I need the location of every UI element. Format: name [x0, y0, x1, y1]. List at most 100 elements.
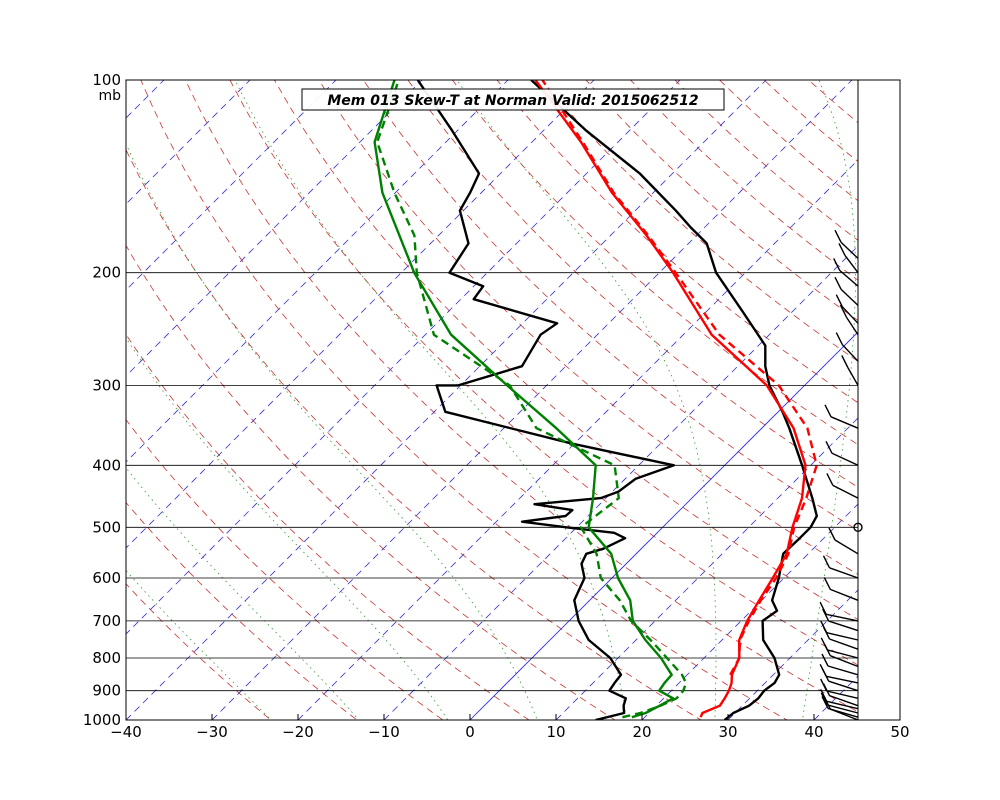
wind-barb-shaft — [840, 288, 859, 306]
background-lines — [0, 80, 1000, 720]
wind-barb-shaft — [839, 269, 859, 287]
y-axis-unit-label: mb — [98, 88, 121, 104]
wind-barb-shaft — [826, 700, 859, 710]
moist-adiabat — [126, 467, 360, 720]
wind-barb-shaft — [826, 613, 859, 622]
y-tick-label: 1000 — [83, 711, 121, 729]
wind-barb-flag — [822, 555, 831, 569]
x-tick-label: 30 — [718, 723, 737, 741]
wind-barb-shaft — [831, 452, 859, 466]
wind-barb-flag — [821, 653, 829, 667]
wind-barb-shaft — [840, 241, 859, 259]
wind-barb-flag — [820, 678, 828, 692]
wind-barb-flag — [822, 608, 830, 622]
wind-barb-shaft — [828, 680, 859, 692]
x-tick-label: 10 — [546, 723, 565, 741]
x-axis: −40 −30 −20 −10 0 10 20 30 40 50 — [110, 714, 910, 741]
wind-barb-flag — [820, 692, 828, 706]
y-tick-label: 700 — [92, 612, 121, 630]
wind-barb-flag — [834, 229, 842, 243]
wind-barb-shaft — [830, 588, 859, 601]
wind-barb-flag — [826, 473, 834, 486]
wind-barb-flag — [819, 601, 827, 615]
wind-barb-flag — [835, 294, 843, 308]
isotherm — [126, 80, 767, 720]
x-tick-label: −30 — [196, 723, 228, 741]
isotherm — [727, 589, 858, 720]
y-tick-label: 300 — [92, 376, 121, 394]
x-tick-label: 0 — [465, 723, 475, 741]
wind-barb-shaft — [826, 690, 859, 699]
wind-barb-shaft — [828, 620, 859, 632]
wind-barb-shaft — [827, 704, 859, 714]
wind-barb-shaft — [844, 254, 859, 274]
wind-barb-shaft — [830, 655, 859, 668]
dry-adiabat — [452, 80, 858, 446]
x-tick-label: 50 — [890, 723, 909, 741]
y-tick-label: 400 — [92, 456, 121, 474]
wind-barb-flag — [824, 404, 832, 418]
pressure-gridlines — [126, 272, 858, 692]
wind-barb-flag — [819, 663, 827, 677]
dry-adiabat — [541, 80, 858, 362]
y-tick-label: 900 — [92, 682, 121, 700]
profile-series-4 — [373, 80, 675, 719]
wind-barb-flag — [841, 355, 849, 368]
y-tick-label: 800 — [92, 649, 121, 667]
wind-barb-shaft — [826, 675, 859, 684]
dry-adiabat — [126, 501, 358, 720]
y-axis: 100 200 300 400 500 600 700 800 900 1000 — [83, 71, 121, 729]
wind-barbs — [819, 229, 863, 721]
x-tick-label: −40 — [110, 723, 142, 741]
wind-barb-flag — [825, 440, 833, 454]
wind-barb-shaft — [827, 707, 859, 718]
isotherm — [986, 80, 1000, 720]
isotherm — [383, 245, 858, 720]
dry-adiabat — [496, 80, 858, 404]
y-tick-label: 200 — [92, 264, 121, 282]
wind-barb-shaft — [827, 649, 859, 659]
wind-barb-shaft — [829, 694, 859, 707]
dry-adiabat — [274, 80, 858, 620]
wind-barb-shaft — [847, 367, 859, 386]
isotherm — [555, 417, 858, 720]
wind-barb-flag — [820, 620, 828, 634]
dry-adiabat — [229, 80, 858, 666]
isotherm — [0, 80, 78, 720]
profile-lines — [373, 80, 818, 720]
chart-title: Mem 013 Skew-T at Norman Valid: 20150625… — [327, 93, 698, 109]
moist-adiabat — [234, 80, 627, 720]
wind-barb-shaft — [841, 344, 859, 362]
isotherm — [641, 503, 858, 720]
profile-series-5 — [376, 80, 688, 719]
isotherm — [297, 159, 858, 720]
wind-barb-shaft — [832, 484, 859, 499]
y-tick-label: 600 — [92, 569, 121, 587]
moist-adiabat — [126, 337, 449, 720]
dry-adiabat — [126, 419, 444, 720]
profile-series-2 — [534, 80, 807, 718]
dry-adiabat — [318, 80, 858, 575]
wind-barb-flag — [838, 243, 846, 256]
isotherm — [211, 80, 853, 720]
wind-barb-flag — [833, 258, 841, 271]
dry-adiabat — [407, 80, 858, 488]
wind-barb-shaft — [827, 665, 859, 676]
title-box — [301, 88, 725, 111]
wind-barb-shaft — [841, 306, 859, 324]
profile-series-3 — [541, 80, 818, 676]
dry-adiabat — [185, 80, 858, 713]
wind-barb-flag — [820, 637, 828, 651]
wind-barb-shaft — [845, 316, 859, 336]
wind-barb-flag — [839, 304, 848, 318]
wind-barb-flag — [828, 527, 836, 541]
wind-barb-flag — [835, 332, 843, 345]
profile-series-0 — [530, 80, 818, 720]
wind-barb-shaft — [829, 567, 859, 579]
y-tick-label: 500 — [92, 518, 121, 536]
wind-barb-flag — [823, 577, 831, 590]
dry-adiabat — [140, 80, 788, 720]
wind-barb-flag — [834, 276, 842, 290]
x-tick-label: 40 — [804, 723, 823, 741]
